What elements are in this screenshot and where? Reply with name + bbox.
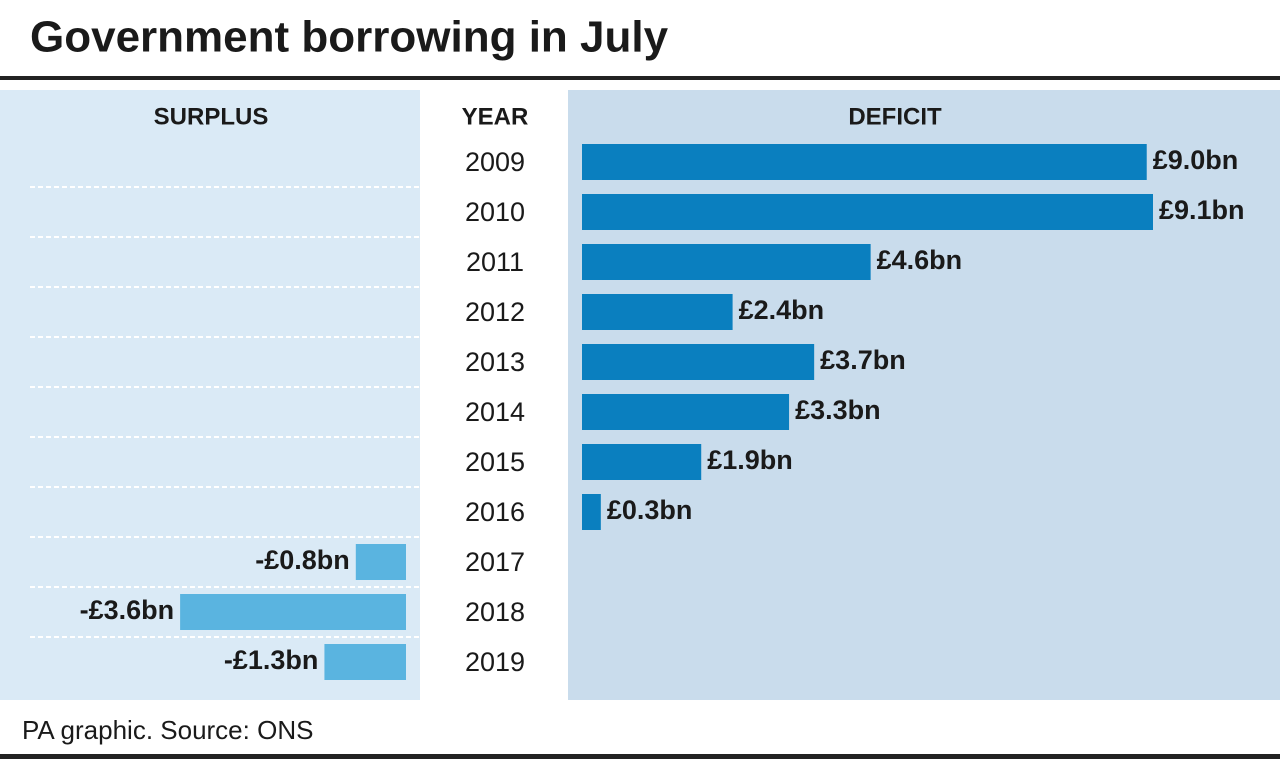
bar xyxy=(582,394,790,430)
year-label: 2018 xyxy=(465,597,525,627)
year-header: YEAR xyxy=(462,103,529,130)
value-label: £3.3bn xyxy=(795,395,881,425)
year-label: 2014 xyxy=(465,397,525,427)
year-label: 2011 xyxy=(466,247,524,277)
value-label: £1.9bn xyxy=(707,445,793,475)
bar xyxy=(180,594,406,630)
bar xyxy=(582,344,815,380)
year-label: 2013 xyxy=(465,347,525,377)
bar xyxy=(355,544,406,580)
bar xyxy=(582,494,601,530)
year-label: 2009 xyxy=(465,147,525,177)
year-label: 2015 xyxy=(465,447,525,477)
deficit-header: DEFICIT xyxy=(848,103,942,130)
value-label: £9.0bn xyxy=(1153,145,1239,175)
year-label: 2010 xyxy=(465,197,525,227)
bottom-rule xyxy=(0,754,1280,759)
bar xyxy=(582,294,733,330)
value-label: £9.1bn xyxy=(1159,195,1245,225)
bar xyxy=(582,444,702,480)
bar xyxy=(582,194,1153,230)
year-label: 2012 xyxy=(465,297,525,327)
bar xyxy=(582,244,871,280)
year-label: 2017 xyxy=(465,547,525,577)
value-label: -£1.3bn xyxy=(224,645,319,675)
value-label: £4.6bn xyxy=(877,245,963,275)
year-label: 2016 xyxy=(465,497,525,527)
year-label: 2019 xyxy=(465,647,525,677)
value-label: £3.7bn xyxy=(820,345,906,375)
chart-title: Government borrowing in July xyxy=(30,13,669,62)
bar xyxy=(582,144,1147,180)
bar xyxy=(324,644,406,680)
value-label: £0.3bn xyxy=(607,495,693,525)
value-label: -£3.6bn xyxy=(80,595,175,625)
title-rule xyxy=(0,76,1280,80)
surplus-header: SURPLUS xyxy=(154,103,269,130)
value-label: £2.4bn xyxy=(739,295,825,325)
value-label: -£0.8bn xyxy=(255,545,350,575)
source: PA graphic. Source: ONS xyxy=(22,715,313,745)
